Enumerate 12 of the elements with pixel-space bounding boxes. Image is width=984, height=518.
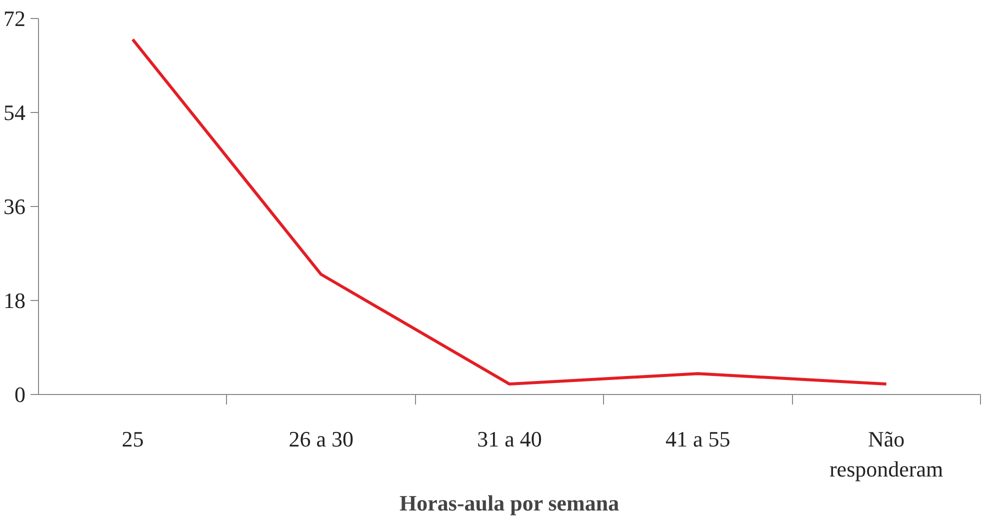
x-axis-title: Horas-aula por semana bbox=[400, 490, 620, 516]
line-series bbox=[131, 38, 888, 386]
x-tick-label: Não responderam bbox=[829, 426, 944, 482]
x-tick-label: 25 bbox=[122, 426, 144, 452]
y-tick-label: 0 bbox=[14, 382, 26, 407]
y-tick-label: 18 bbox=[4, 288, 26, 313]
x-tick-label: 41 a 55 bbox=[666, 426, 730, 452]
y-tick-label: 36 bbox=[4, 194, 26, 219]
x-tick-label: 26 a 30 bbox=[288, 426, 354, 452]
y-tick-label: 72 bbox=[4, 6, 26, 31]
x-tick-label: 31 a 40 bbox=[477, 426, 542, 452]
y-tick-label: 54 bbox=[4, 100, 26, 125]
